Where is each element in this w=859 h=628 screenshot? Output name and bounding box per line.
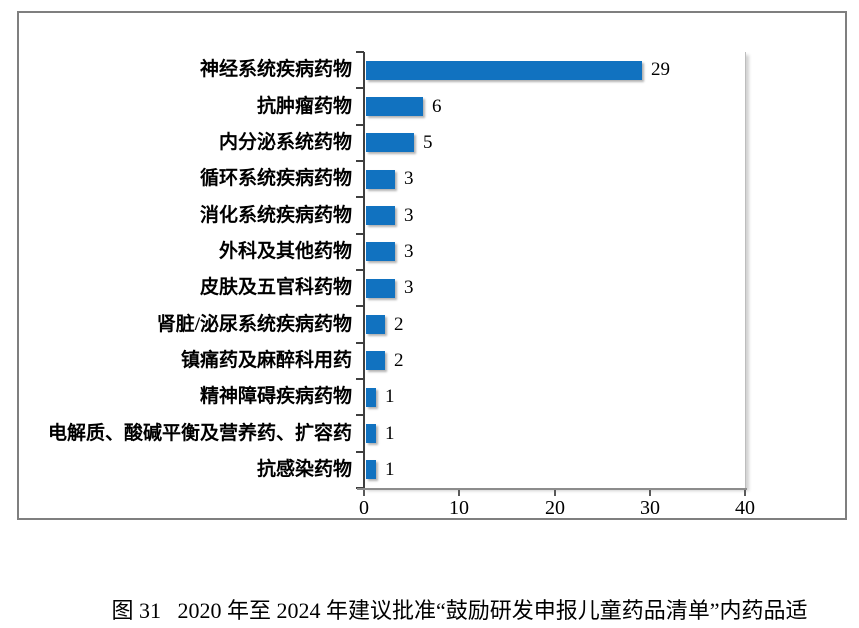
bar	[366, 424, 376, 443]
category-label: 循环系统疾病药物	[199, 168, 352, 189]
bar	[366, 242, 395, 261]
bar-value-label: 5	[423, 132, 433, 153]
category-axis-tick	[356, 378, 364, 380]
bar	[366, 460, 376, 479]
category-axis-tick	[356, 51, 364, 53]
bar	[366, 170, 395, 189]
category-axis-tick	[356, 196, 364, 198]
bar-value-label: 3	[404, 168, 414, 189]
value-axis-tick-label: 20	[545, 497, 565, 519]
category-axis-tick	[356, 342, 364, 344]
bar	[366, 61, 642, 80]
value-axis-tick-label: 40	[735, 497, 755, 519]
value-axis-tick-label: 30	[640, 497, 660, 519]
category-axis-tick	[356, 233, 364, 235]
value-axis-tick	[744, 490, 746, 496]
category-axis-tick	[356, 414, 364, 416]
bar	[366, 97, 423, 116]
value-axis-tick-label: 10	[449, 497, 469, 519]
category-label: 精神障碍疾病药物	[199, 386, 352, 407]
bar-value-label: 2	[394, 314, 404, 335]
bar-value-label: 29	[651, 59, 670, 80]
category-label: 抗感染药物	[256, 459, 352, 480]
category-axis-tick	[356, 160, 364, 162]
category-axis-tick	[356, 124, 364, 126]
bar-value-label: 6	[432, 96, 442, 117]
bar-value-label: 3	[404, 205, 414, 226]
category-label: 抗肿瘤药物	[256, 96, 352, 117]
category-label: 神经系统疾病药物	[199, 59, 352, 80]
bar-value-label: 1	[385, 459, 395, 480]
bar	[366, 206, 395, 225]
value-axis-tick	[649, 490, 651, 496]
bar	[366, 133, 414, 152]
category-label: 皮肤及五官科药物	[199, 277, 352, 298]
category-label: 内分泌系统药物	[218, 132, 352, 153]
bar-value-label: 3	[404, 277, 414, 298]
category-label: 镇痛药及麻醉科用药	[180, 350, 352, 371]
bar	[366, 279, 395, 298]
category-label: 外科及其他药物	[218, 241, 352, 262]
category-label: 消化系统疾病药物	[199, 205, 352, 226]
figure-caption-line1: 图 31 2020 年至 2024 年建议批准“鼓励研发申报儿童药品清单”内药品…	[111, 598, 808, 623]
figure-caption: 图 31 2020 年至 2024 年建议批准“鼓励研发申报儿童药品清单”内药品…	[30, 541, 859, 628]
value-axis-tick	[363, 490, 365, 496]
value-axis-tick	[458, 490, 460, 496]
plot-area	[364, 52, 746, 488]
bar-value-label: 1	[385, 423, 395, 444]
value-axis-tick-label: 0	[359, 497, 369, 519]
bar-value-label: 2	[394, 350, 404, 371]
value-axis-line	[357, 488, 747, 490]
category-axis-tick	[356, 87, 364, 89]
category-axis-tick	[356, 269, 364, 271]
category-label: 肾脏/泌尿系统疾病药物	[156, 314, 352, 335]
value-axis-tick	[554, 490, 556, 496]
category-axis-tick	[356, 451, 364, 453]
category-axis-line	[363, 52, 365, 490]
bar	[366, 315, 385, 334]
bar	[366, 388, 376, 407]
bar	[366, 351, 385, 370]
category-axis-tick	[356, 305, 364, 307]
bar-value-label: 3	[404, 241, 414, 262]
bar-value-label: 1	[385, 386, 395, 407]
category-label: 电解质、酸碱平衡及营养药、扩容药	[47, 423, 352, 444]
